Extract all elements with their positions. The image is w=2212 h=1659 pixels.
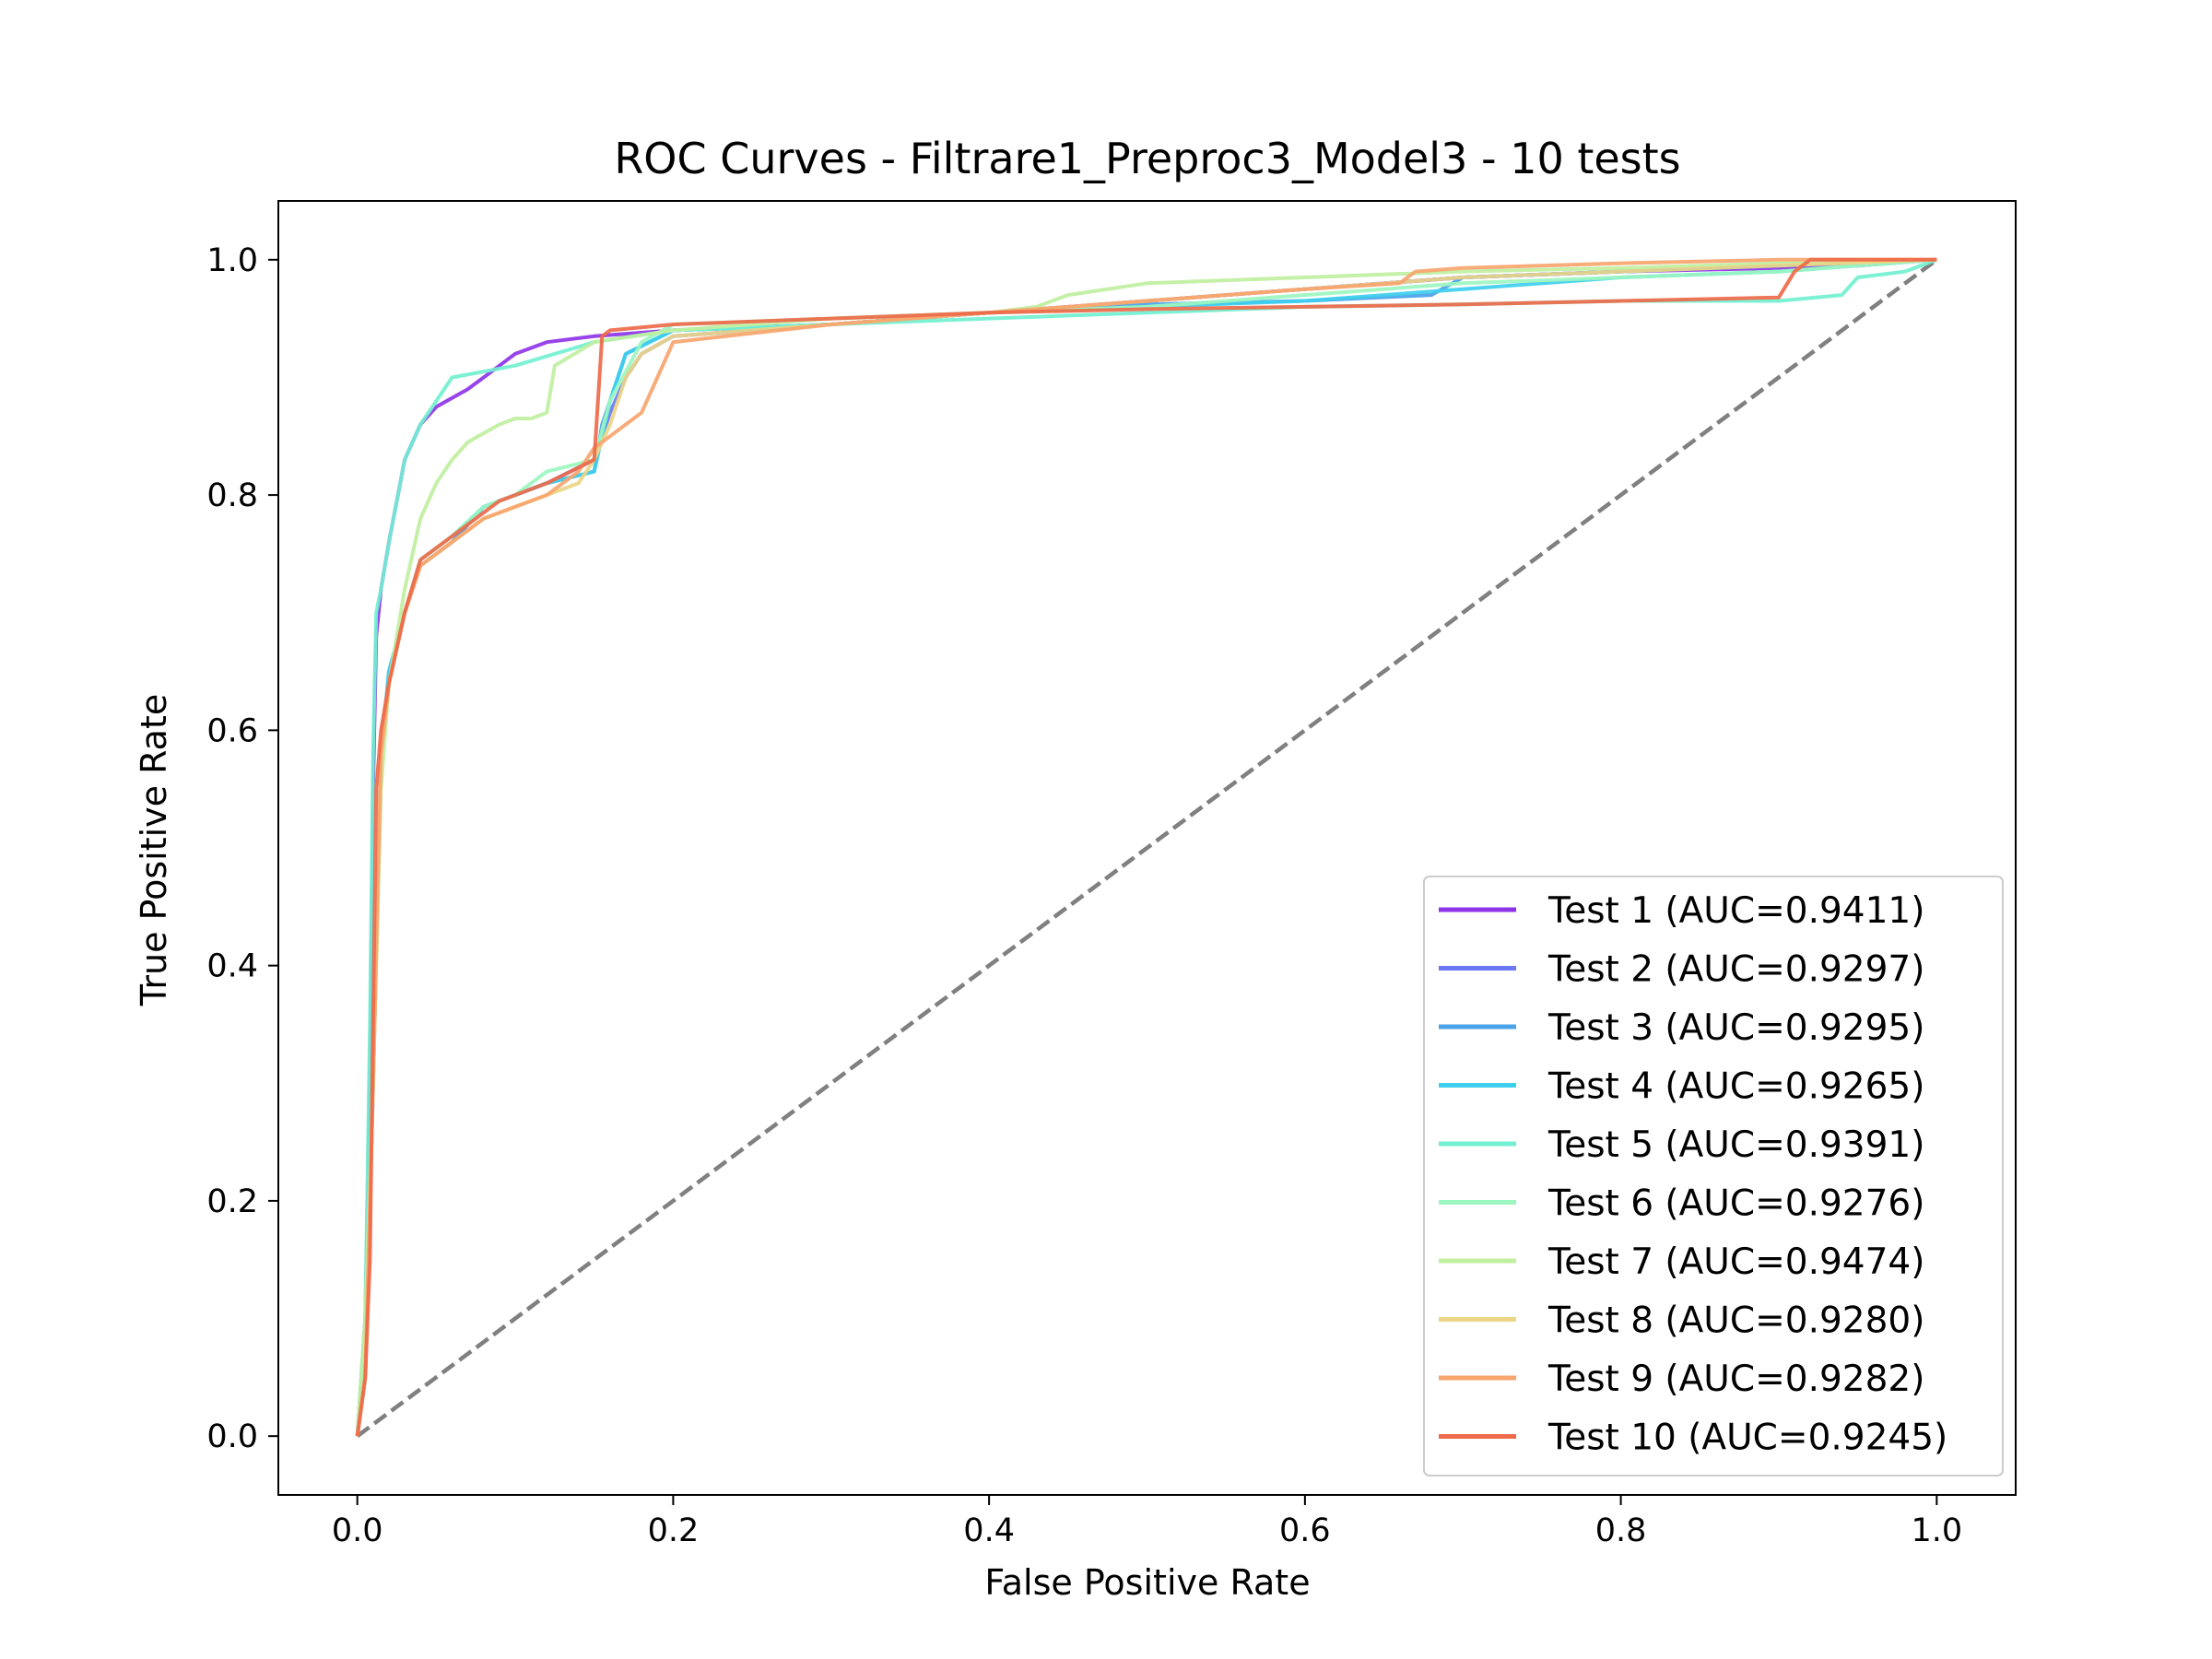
- y-tick-label: 0.0: [206, 1418, 258, 1455]
- y-tick-label: 0.6: [206, 712, 258, 749]
- legend-label-test-1: Test 1 (AUC=0.9411): [1547, 890, 1924, 932]
- reference-diagonal-line: [356, 258, 1938, 1438]
- x-tick-label: 0.2: [648, 1512, 700, 1549]
- roc-series-group: [355, 257, 1937, 1437]
- x-axis-ticks: 0.0 0.2 0.4 0.6 0.8 1.0: [332, 1495, 1962, 1549]
- x-tick-label: 0.6: [1279, 1512, 1331, 1549]
- x-tick-label: 1.0: [1911, 1512, 1962, 1549]
- plot-frame: [277, 200, 2017, 1496]
- legend-box: [1423, 876, 2004, 1477]
- legend-label-test-3: Test 3 (AUC=0.9295): [1547, 1007, 1924, 1049]
- legend-label-test-7: Test 7 (AUC=0.9474): [1547, 1241, 1924, 1283]
- chart-title: ROC Curves - Filtrare1_Preproc3_Model3 -…: [614, 134, 1680, 183]
- y-tick-label: 1.0: [206, 242, 258, 279]
- y-axis-ticks: 0.0 0.2 0.4 0.6 0.8 1.0: [206, 242, 278, 1455]
- y-tick-label: 0.2: [206, 1183, 258, 1220]
- y-tick-label: 0.4: [206, 948, 258, 985]
- legend-label-test-9: Test 9 (AUC=0.9282): [1547, 1359, 1924, 1400]
- roc-series-line-test-10: [355, 257, 1937, 1437]
- legend-label-test-4: Test 4 (AUC=0.9265): [1547, 1066, 1924, 1108]
- legend-label-test-6: Test 6 (AUC=0.9276): [1547, 1183, 1924, 1225]
- x-axis-label: False Positive Rate: [984, 1562, 1310, 1603]
- legend-label-test-10: Test 10 (AUC=0.9245): [1547, 1418, 1947, 1459]
- y-axis-label: True Positive Rate: [134, 694, 174, 1007]
- legend-label-test-2: Test 2 (AUC=0.9297): [1547, 949, 1924, 991]
- x-tick-label: 0.8: [1595, 1512, 1647, 1549]
- y-tick-label: 0.8: [206, 477, 258, 514]
- legend: Test 1 (AUC=0.9411) Test 2 (AUC=0.9297) Te…: [1423, 876, 2004, 1477]
- legend-label-test-8: Test 8 (AUC=0.9280): [1547, 1300, 1924, 1342]
- legend-label-test-5: Test 5 (AUC=0.9391): [1547, 1124, 1924, 1166]
- x-tick-label: 0.0: [332, 1512, 383, 1549]
- x-tick-label: 0.4: [963, 1512, 1015, 1549]
